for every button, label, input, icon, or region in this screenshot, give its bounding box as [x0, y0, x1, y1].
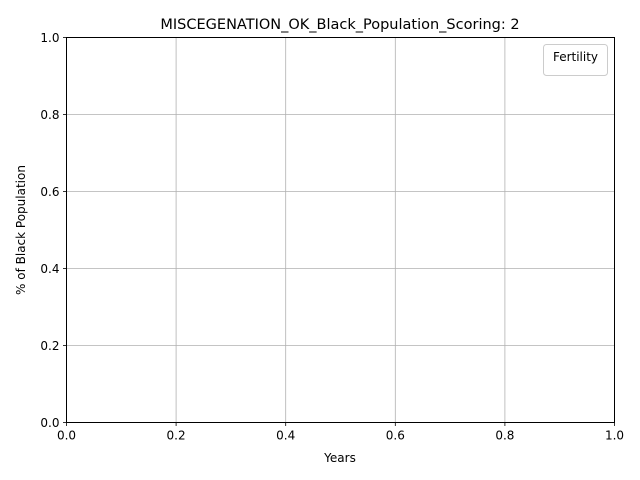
- legend-box: [543, 44, 608, 76]
- legend: Fertility: [543, 44, 608, 76]
- x-axis-label: Years: [323, 451, 356, 465]
- y-tick-label: 1.0: [40, 31, 59, 45]
- y-axis-ticks: 0.0 0.2 0.4 0.6 0.8 1.0: [40, 31, 67, 430]
- y-tick-label: 0.0: [40, 416, 59, 430]
- y-axis-label: % of Black Population: [14, 165, 28, 295]
- x-tick-label: 1.0: [605, 429, 624, 443]
- x-tick-label: 0.4: [276, 429, 295, 443]
- y-tick-label: 0.8: [40, 108, 59, 122]
- chart-title: MISCEGENATION_OK_Black_Population_Scorin…: [160, 17, 519, 33]
- y-tick-label: 0.6: [40, 185, 59, 199]
- plot-frame: [66, 37, 615, 423]
- legend-title: Fertility: [553, 50, 598, 64]
- x-tick-label: 0.2: [167, 429, 186, 443]
- y-tick-label: 0.4: [40, 262, 59, 276]
- x-tick-label: 0.0: [57, 429, 76, 443]
- x-tick-label: 0.8: [495, 429, 514, 443]
- y-tick-label: 0.2: [40, 339, 59, 353]
- x-axis-ticks: 0.0 0.2 0.4 0.6 0.8 1.0: [57, 422, 624, 443]
- x-tick-label: 0.6: [386, 429, 405, 443]
- grid: [66, 37, 615, 423]
